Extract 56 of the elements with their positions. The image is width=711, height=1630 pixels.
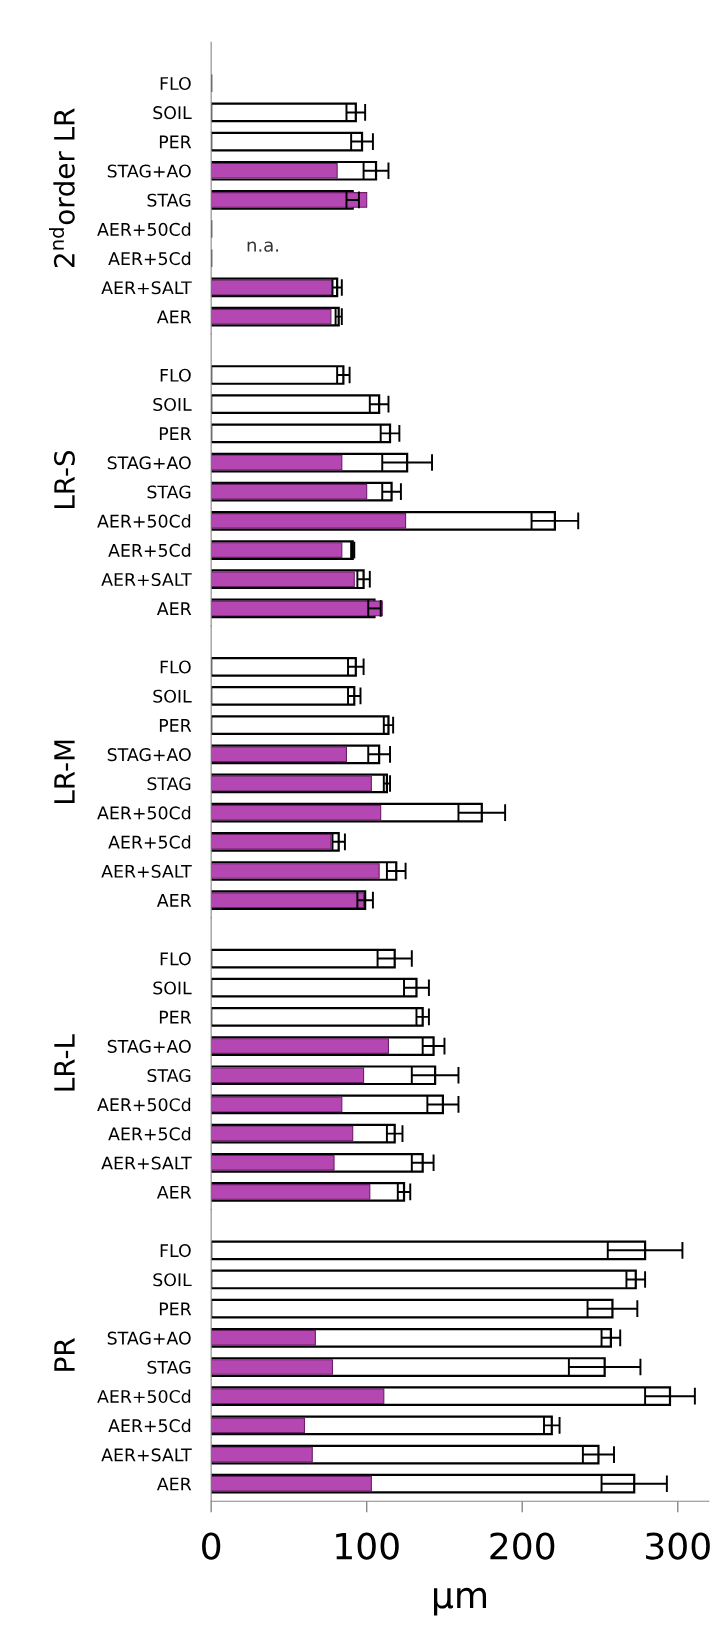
y-tick-label: AER+50Cd: [97, 1389, 191, 1404]
y-axis-title: 2$^{nd}$order LR: [49, 108, 75, 268]
annotation: n.a.: [247, 241, 279, 252]
y-tick-label: STAG+AO: [107, 1039, 191, 1053]
y-axis-title: PR: [54, 1338, 75, 1371]
y-tick-label: AER+SALT: [101, 864, 192, 878]
y-tick-label: FLO: [160, 952, 191, 966]
y-tick-label: SOIL: [153, 981, 192, 995]
y-tick-label: PER: [159, 135, 192, 149]
y-tick-label: AER+5Cd: [108, 1127, 191, 1141]
y-tick-label: STAG: [147, 193, 191, 207]
y-tick-label: FLO: [160, 660, 191, 674]
y-tick-label: AER+50Cd: [97, 514, 191, 528]
x-tick-label: 200: [490, 1532, 555, 1560]
x-tick-label: 100: [336, 1532, 399, 1560]
y-tick-label: STAG: [147, 777, 191, 791]
y-tick-label: STAG: [147, 485, 191, 499]
y-axis-title: LR-L: [54, 1034, 75, 1091]
y-tick-label: AER+5Cd: [108, 835, 191, 849]
y-tick-label: AER+50Cd: [97, 222, 191, 236]
y-axis-title: LR-S: [53, 450, 75, 508]
y-tick-label: AER: [156, 1477, 192, 1491]
y-tick-label: PER: [159, 427, 192, 440]
y-tick-label: AER+50Cd: [97, 1097, 191, 1112]
y-tick-label: STAG+AO: [107, 1331, 191, 1345]
y-tick-label: FLO: [160, 76, 191, 91]
y-tick-label: PER: [159, 1010, 192, 1024]
y-tick-label: AER: [156, 310, 192, 324]
x-tick-label: 0: [202, 1532, 221, 1560]
y-tick-label: AER+SALT: [101, 281, 192, 295]
y-tick-label: AER+5Cd: [108, 251, 191, 266]
y-tick-label: STAG: [147, 1068, 191, 1083]
y-tick-label: AER+5Cd: [108, 543, 191, 557]
y-tick-label: STAG+AO: [107, 164, 191, 178]
y-tick-label: STAG+AO: [107, 748, 191, 762]
y-tick-label: FLO: [160, 1244, 191, 1258]
y-tick-label: AER+SALT: [101, 572, 192, 587]
y-tick-label: SOIL: [153, 106, 192, 120]
y-tick-label: AER: [156, 894, 192, 907]
x-tick-label: 300: [646, 1532, 710, 1560]
y-tick-label: STAG+AO: [107, 456, 191, 470]
y-tick-label: STAG: [147, 1360, 191, 1374]
x-axis-title: µm: [434, 1587, 487, 1616]
y-tick-label: AER+50Cd: [97, 806, 191, 820]
y-tick-label: AER+SALT: [101, 1448, 192, 1462]
y-tick-label: AER: [156, 1185, 192, 1199]
y-tick-label: AER+5Cd: [108, 1418, 191, 1433]
y-tick-label: SOIL: [153, 689, 192, 703]
y-tick-label: AER+SALT: [101, 1156, 192, 1170]
y-tick-label: AER: [156, 602, 192, 616]
y-tick-label: FLO: [160, 368, 191, 382]
y-axis-title: LR-M: [54, 740, 75, 803]
y-tick-label: PER: [159, 719, 192, 732]
y-tick-label: SOIL: [153, 1273, 192, 1287]
y-tick-label: PER: [159, 1302, 192, 1316]
y-tick-label: SOIL: [153, 397, 192, 412]
